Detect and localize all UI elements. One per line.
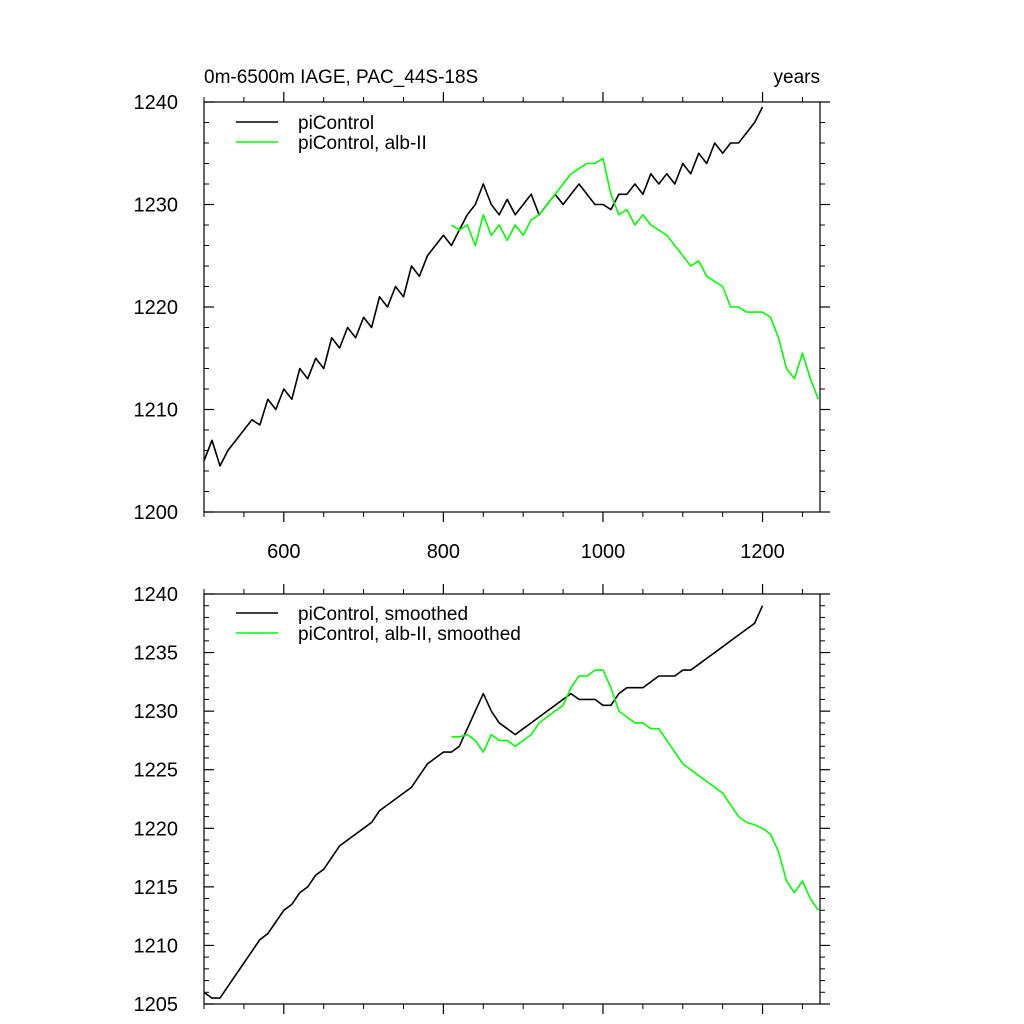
upper-series-line-1	[450, 157, 820, 400]
lower-series-group	[203, 605, 820, 999]
lower-axis-ticks: 1205 1210 1215 1220 1225 1230 1235 1240	[134, 584, 830, 1016]
upper-series-line-0	[203, 106, 764, 467]
lower-ytick-label: 1210	[134, 935, 179, 957]
lower-series-line-0	[203, 605, 764, 999]
upper-legend: piControl piControl, alb-II	[236, 113, 427, 154]
lower-plot-frame	[203, 593, 821, 1005]
upper-ytick-label: 1230	[134, 195, 179, 217]
upper-ytick-label: 1210	[134, 400, 179, 422]
upper-xtick-label: 1200	[740, 541, 785, 563]
upper-panel-title-right: years	[774, 67, 820, 88]
upper-xtick-label: 1000	[581, 541, 626, 563]
upper-series-group	[203, 106, 820, 467]
upper-ytick-label: 1220	[134, 297, 179, 319]
lower-series-line-1	[451, 669, 820, 911]
lower-ytick-label: 1240	[134, 584, 179, 606]
legend-label-picontrol: piControl	[298, 113, 374, 134]
lower-panel: 1205 1210 1215 1220 1225 1230 1235 1240 piContr…	[134, 584, 830, 1016]
lower-legend: piControl, smoothed piControl, alb-II, s…	[236, 604, 521, 645]
upper-panel-title: 0m-6500m IAGE, PAC_44S-18S	[204, 67, 478, 88]
upper-panel: 0m-6500m IAGE, PAC_44S-18S years 600 800 1…	[134, 67, 830, 563]
legend-label-picontrol-alb-smoothed: piControl, alb-II, smoothed	[298, 624, 521, 645]
upper-plot-frame	[203, 101, 821, 513]
lower-ytick-label: 1205	[134, 994, 179, 1016]
upper-xtick-label: 800	[427, 541, 460, 563]
upper-axis-ticks: 600 800 1000 1200 1200 1210 1220 1230 1240	[134, 92, 830, 563]
lower-ytick-label: 1220	[134, 818, 179, 840]
lower-ytick-label: 1215	[134, 877, 179, 899]
upper-ytick-label: 1200	[134, 502, 179, 524]
legend-label-picontrol-smoothed: piControl, smoothed	[298, 604, 468, 625]
lower-ytick-label: 1235	[134, 643, 179, 665]
legend-label-picontrol-alb: piControl, alb-II	[298, 133, 427, 154]
upper-xtick-label: 600	[267, 541, 300, 563]
upper-ytick-label: 1240	[134, 92, 179, 114]
lower-ytick-label: 1230	[134, 701, 179, 723]
lower-ytick-label: 1225	[134, 760, 179, 782]
